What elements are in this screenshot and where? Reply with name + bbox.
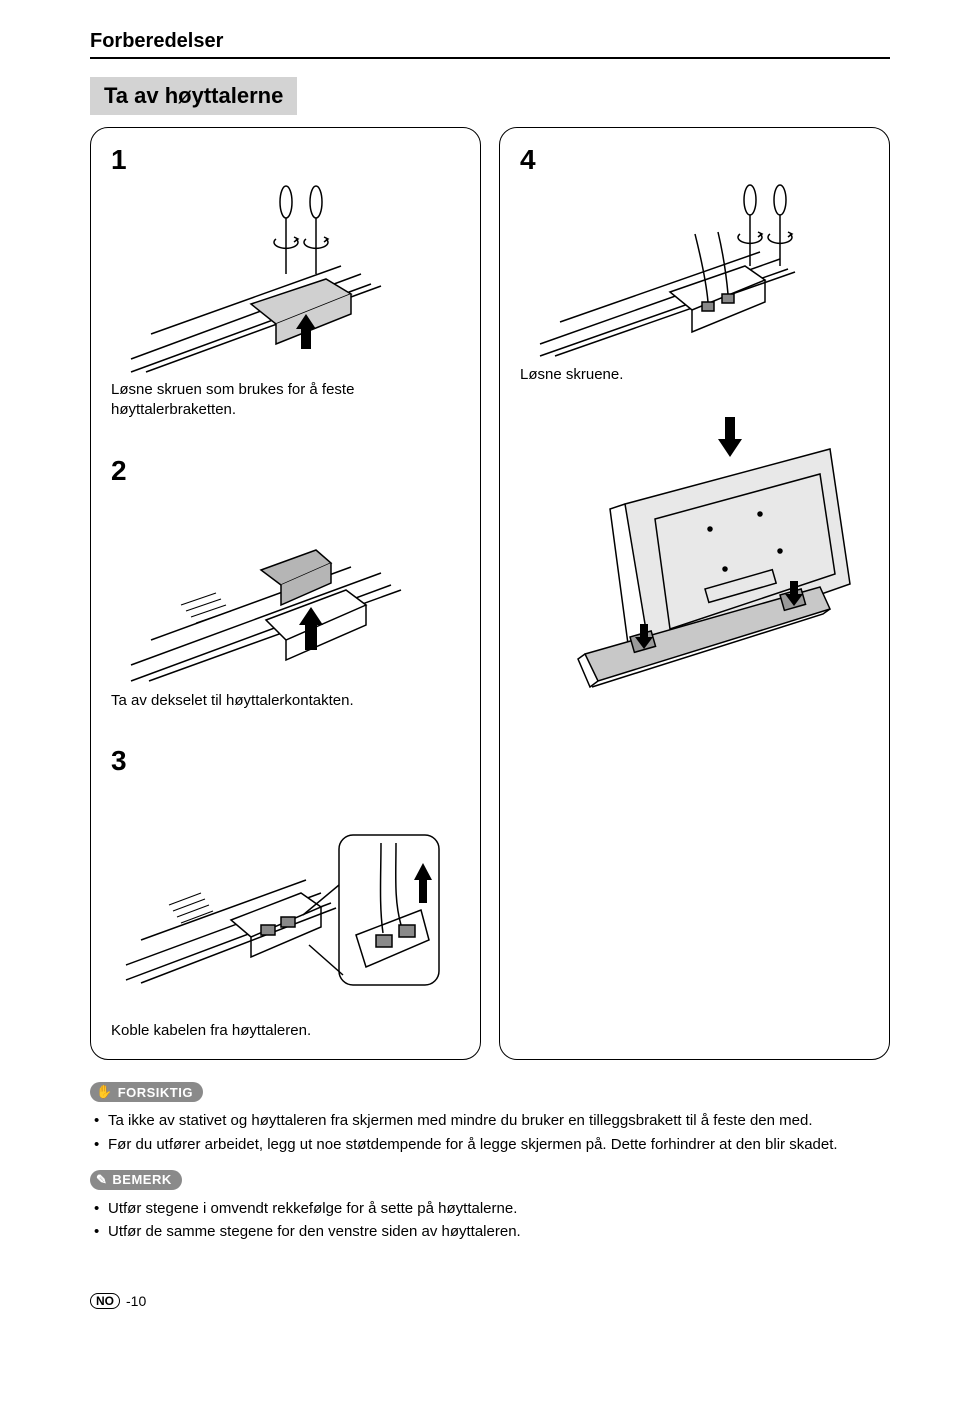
step-2: 2 xyxy=(91,439,480,729)
title-rule xyxy=(90,57,890,59)
footer-page: -10 xyxy=(126,1293,146,1309)
note-item: Utfør de samme stegene for den venstre s… xyxy=(94,1221,890,1243)
step-1-caption: Løsne skruen som brukes for å feste høyt… xyxy=(111,380,460,421)
step-2-illustration xyxy=(111,495,460,685)
footer-lang: NO xyxy=(90,1293,120,1309)
note-item: Utfør stegene i omvendt rekkefølge for å… xyxy=(94,1198,890,1220)
note-list: Utfør stegene i omvendt rekkefølge for å… xyxy=(90,1198,890,1244)
caution-label: FORSIKTIG xyxy=(118,1085,193,1100)
step-3-number: 3 xyxy=(111,745,460,777)
left-column: 1 xyxy=(90,127,481,1060)
step-2-number: 2 xyxy=(111,455,460,487)
note-label: BEMERK xyxy=(112,1172,171,1187)
step-1-number: 1 xyxy=(111,144,460,176)
caution-block: ✋ FORSIKTIG Ta ikke av stativet og høytt… xyxy=(90,1082,890,1156)
step-4-lower xyxy=(500,403,889,717)
caution-badge: ✋ FORSIKTIG xyxy=(90,1082,203,1102)
page-header: Forberedelser xyxy=(90,30,890,59)
section-title: Ta av høyttalerne xyxy=(90,77,297,115)
note-block: ✎ BEMERK Utfør stegene i omvendt rekkefø… xyxy=(90,1170,890,1244)
page-title: Forberedelser xyxy=(90,30,890,53)
step-3: 3 xyxy=(91,729,480,1059)
hand-icon: ✋ xyxy=(96,1084,113,1100)
note-badge: ✎ BEMERK xyxy=(90,1170,182,1190)
caution-list: Ta ikke av stativet og høyttaleren fra s… xyxy=(90,1110,890,1156)
pencil-icon: ✎ xyxy=(96,1172,107,1188)
page-footer: NO -10 xyxy=(90,1293,890,1309)
right-column: 4 xyxy=(499,127,890,1060)
step-4-caption: Løsne skruene. xyxy=(520,365,869,385)
caution-item: Før du utfører arbeidet, legg ut noe stø… xyxy=(94,1134,890,1156)
caution-item: Ta ikke av stativet og høyttaleren fra s… xyxy=(94,1110,890,1132)
step-1: 1 xyxy=(91,128,480,439)
step-4: 4 xyxy=(500,128,889,403)
step-2-caption: Ta av dekselet til høyttalerkontakten. xyxy=(111,691,460,711)
step-4-illustration-top xyxy=(520,184,869,359)
step-3-caption: Koble kabelen fra høyttaleren. xyxy=(111,1021,460,1041)
content-columns: 1 xyxy=(90,127,890,1060)
step-4-number: 4 xyxy=(520,144,536,176)
step-1-illustration xyxy=(111,184,460,374)
step-4-illustration-bottom xyxy=(520,409,869,699)
step-3-illustration xyxy=(111,785,460,1015)
